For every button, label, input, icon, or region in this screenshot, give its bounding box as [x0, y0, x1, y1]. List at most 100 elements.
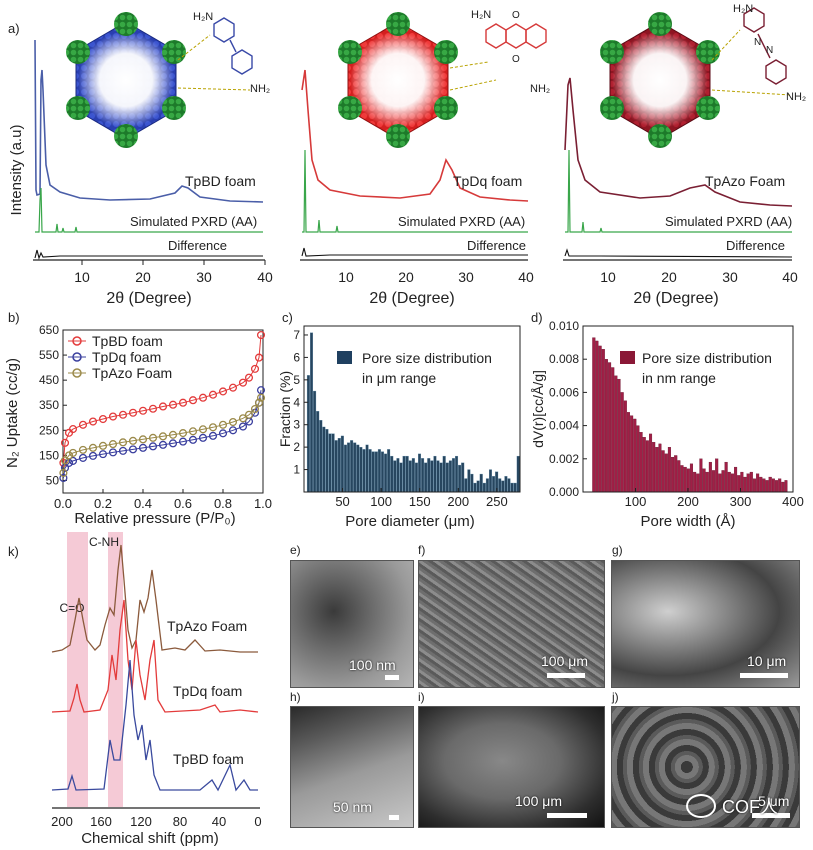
histogram-bar	[715, 458, 719, 493]
isotherm-point-tpbd-foam	[158, 402, 168, 411]
histogram-bar	[696, 473, 700, 493]
histogram-bar	[356, 444, 360, 493]
plot-c-frame	[303, 325, 521, 493]
ring	[525, 23, 547, 49]
histogram-bar	[510, 482, 514, 493]
scale-label: 50 nm	[333, 799, 372, 815]
node-blob	[600, 40, 624, 64]
micro-e-label: e)	[290, 543, 301, 557]
histogram-bar	[461, 462, 465, 493]
plot-b-ytick-label: 650	[39, 323, 59, 337]
cof-pore-model-tpbd	[66, 12, 186, 148]
pxrd2-tick-label: 10	[338, 269, 354, 285]
histogram-bar	[384, 453, 388, 493]
legend-marker	[72, 336, 82, 346]
isotherm-point-tpbd-foam	[218, 387, 228, 396]
pxrd3-experimental-curve	[564, 77, 793, 207]
isotherm-point-tpdq-foam	[98, 450, 108, 459]
histogram-bar	[658, 443, 662, 493]
plot-c-ytick-label: 3	[293, 418, 300, 432]
pxrd3-xlabel: 2θ (Degree)	[633, 290, 718, 307]
cnh-label: C-NH	[89, 535, 119, 549]
isotherm-point-tpazo-foam	[244, 410, 254, 419]
scale-bar	[385, 675, 399, 680]
histogram-bar	[448, 460, 452, 493]
histogram-bar	[705, 471, 709, 493]
plot-c-legend-line2: in μm range	[362, 370, 436, 386]
pxrd1-tick-label: 20	[135, 269, 151, 285]
plot-b-xtick-label: 0.4	[134, 496, 152, 511]
ring	[505, 23, 527, 49]
isotherm-point-tpdq-foam	[188, 435, 198, 444]
isotherm-point-tpazo-foam	[250, 404, 260, 414]
isotherm-point-tpbd-foam	[188, 396, 198, 405]
micrograph-i: 100 μm	[418, 706, 605, 828]
scale-label: 100 nm	[349, 657, 396, 673]
isotherm-point-tpazo-foam	[188, 427, 198, 436]
isotherm-point-tpbd-foam	[138, 406, 148, 415]
plot-c-legend-line1: Pore size distribution	[362, 350, 492, 366]
histogram-bar	[507, 478, 511, 493]
pxrd3-sample-label: TpAzo Foam	[705, 173, 785, 189]
isotherm-point-tpazo-foam	[98, 441, 108, 450]
pore-glow	[350, 32, 446, 128]
plot-c-xtick-label: 200	[447, 494, 469, 509]
oxygen-label: O	[512, 54, 520, 65]
histogram-bar	[667, 447, 671, 493]
histogram-bar	[396, 458, 400, 493]
pxrd1-simulated-label: Simulated PXRD (AA)	[130, 214, 257, 229]
amine-label: H₂N	[193, 11, 213, 23]
linker-structure-biphenyl: H₂N NH₂	[177, 11, 270, 95]
plot-b-ytick-label: 550	[39, 348, 59, 362]
scale-label: 100 μm	[541, 653, 588, 669]
pxrd1-difference-label: Difference	[168, 238, 227, 253]
pxrd1-simulated-curve	[35, 187, 263, 233]
amine-label: NH₂	[530, 83, 550, 95]
histogram-bar	[611, 367, 615, 493]
isotherm-point-tpbd-foam	[198, 393, 208, 402]
histogram-bar	[756, 473, 760, 493]
micrograph-g: 10 μm	[611, 560, 800, 688]
histogram-bar	[718, 473, 722, 493]
nmr-trace-tpazo	[51, 544, 258, 653]
ring	[765, 59, 787, 85]
histogram-bar	[390, 455, 394, 493]
histogram-bar	[623, 400, 627, 493]
legend-swatch	[337, 351, 352, 364]
histogram-bar	[310, 332, 314, 493]
callout-line	[177, 34, 211, 61]
micrograph-e: 100 nm	[290, 560, 414, 688]
panel-k: k) C=O C-NH TpAzo Foam TpDq foam TpBD fo…	[8, 532, 262, 847]
isotherm-point-tpdq-foam	[228, 426, 238, 435]
histogram-bar	[598, 345, 602, 493]
node-blob	[66, 96, 90, 120]
pxrd2-tick-label: 40	[518, 269, 534, 285]
plot-d-ytick-label: 0.002	[549, 452, 579, 466]
plot-b-ytick-label: 50	[46, 473, 60, 487]
histogram-bar	[347, 442, 351, 493]
panel-a-ylabel: Intensity (a.u)	[8, 125, 25, 216]
isotherm-point-tpazo-foam	[208, 423, 218, 432]
histogram-bar	[649, 433, 653, 493]
pore-glow	[612, 32, 708, 128]
isotherm-point-tpazo-foam	[88, 443, 98, 452]
nmr-tick-label: 160	[90, 814, 112, 829]
histogram-bar	[439, 462, 443, 493]
plot-d-bars	[592, 337, 788, 493]
callout-line	[711, 29, 741, 61]
legend-swatch	[620, 351, 635, 364]
pxrd3-tick-label: 20	[661, 269, 677, 285]
scale-bar	[547, 813, 587, 818]
histogram-bar	[322, 426, 326, 493]
histogram-bar	[752, 478, 756, 493]
pxrd2-tick-label: 30	[458, 269, 474, 285]
watermark-text: COF人	[722, 797, 778, 817]
histogram-bar	[680, 465, 684, 493]
histogram-bar	[411, 458, 415, 493]
histogram-bar	[721, 470, 725, 493]
node-blob	[434, 40, 458, 64]
linker-structure-azobenzene: H₂N NH₂ N N	[711, 3, 806, 103]
histogram-bar	[436, 460, 440, 493]
micro-h-label: h)	[290, 690, 301, 704]
histogram-bar	[402, 455, 406, 493]
